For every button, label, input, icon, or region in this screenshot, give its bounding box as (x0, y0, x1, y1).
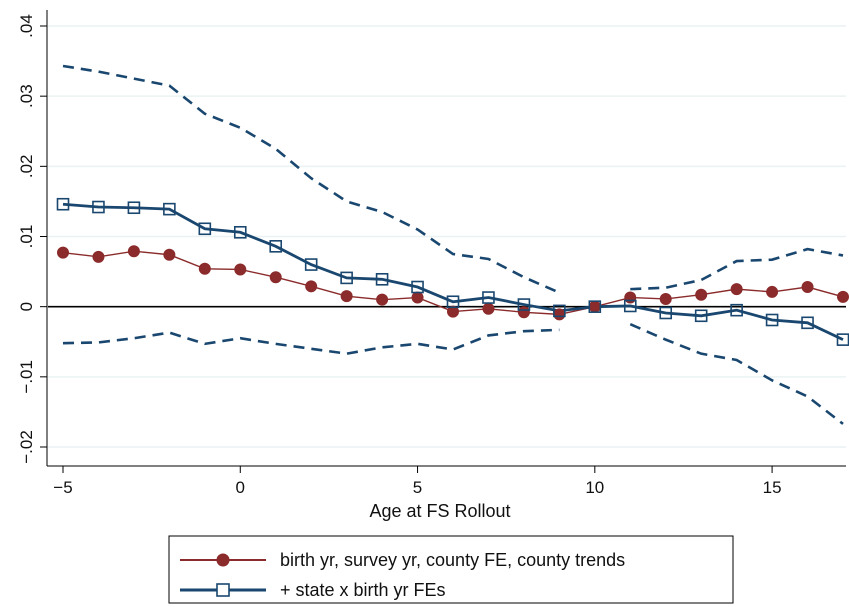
series2-point (304, 258, 318, 271)
x-tick-label: −5 (53, 478, 72, 497)
x-tick-label: 15 (763, 478, 782, 497)
series1-point (198, 262, 211, 275)
series2-point (375, 273, 389, 286)
series1-point (340, 290, 353, 303)
legend-box (168, 535, 734, 604)
y-tick-label: .02 (17, 155, 36, 179)
series2-point (56, 197, 70, 211)
series2-point (801, 316, 814, 330)
series1-point (588, 300, 601, 313)
series2-point (588, 300, 602, 313)
series1-point (553, 308, 566, 321)
series1-point (376, 293, 389, 306)
series2-point (163, 202, 176, 216)
y-tick-label: .04 (17, 14, 36, 38)
series2-point (127, 201, 141, 215)
y-tick-label: −.01 (17, 360, 36, 394)
series2-point (340, 271, 353, 285)
series2-point (659, 306, 673, 320)
series1-point (269, 271, 282, 284)
series1-point (730, 283, 743, 296)
y-tick-label: .03 (17, 84, 36, 108)
y-tick-label: .01 (17, 225, 36, 249)
ticks: −.02 −.01 0 .01 .02 .03 .04 −5 0 5 10 15 (17, 14, 782, 497)
x-tick-label: 0 (236, 478, 245, 497)
series2-point (482, 291, 495, 304)
ci-lower-line (629, 323, 844, 425)
series2-point (198, 222, 212, 236)
legend: birth yr, survey yr, county FE, county t… (168, 535, 734, 604)
series2-point (411, 280, 424, 294)
series2-point (269, 240, 283, 253)
confidence-band (62, 64, 844, 425)
series2-point (553, 304, 566, 318)
ci-upper-line (62, 64, 560, 294)
series1-point (482, 302, 495, 315)
series-lines (56, 197, 849, 346)
series2-point (694, 309, 708, 323)
legend-label-series2: + state x birth yr FEs (280, 580, 446, 600)
y-tick-label: 0 (17, 302, 36, 311)
legend-marker-series1 (216, 553, 230, 567)
series1-point (447, 305, 459, 318)
series1-point (234, 263, 247, 276)
series1-point (517, 306, 530, 319)
ci-upper-line (630, 247, 844, 291)
series2-point (517, 298, 531, 311)
ci-lower-line (62, 328, 560, 355)
legend-label-series1: birth yr, survey yr, county FE, county t… (280, 550, 625, 570)
series2-point (446, 295, 460, 309)
x-tick-label: 10 (585, 478, 604, 497)
series2-point (623, 299, 637, 313)
x-axis-title: Age at FS Rollout (369, 501, 510, 521)
x-tick-label: 5 (413, 478, 422, 497)
series1-point (624, 291, 637, 304)
series1-point (305, 280, 318, 293)
plot-area (47, 10, 846, 466)
series1-point (411, 291, 424, 304)
series2-line (62, 202, 844, 341)
series2-point (730, 303, 743, 317)
series1-point (766, 285, 779, 298)
series1-point (163, 248, 176, 261)
series2-point (92, 200, 105, 214)
legend-marker-series2 (216, 583, 230, 597)
series1-point (801, 281, 814, 294)
series1-point (127, 245, 140, 258)
y-tick-label: −.02 (17, 430, 36, 464)
axes (46, 10, 846, 467)
series1-point (695, 288, 708, 301)
series2-point (233, 225, 247, 239)
series2-point (765, 313, 779, 327)
series1-point (837, 290, 849, 303)
series1-point (659, 292, 672, 305)
series1-point (57, 246, 69, 259)
series1-point (92, 250, 105, 263)
